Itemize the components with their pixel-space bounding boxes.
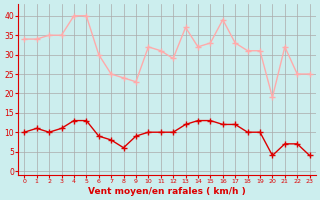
- X-axis label: Vent moyen/en rafales ( km/h ): Vent moyen/en rafales ( km/h ): [88, 187, 246, 196]
